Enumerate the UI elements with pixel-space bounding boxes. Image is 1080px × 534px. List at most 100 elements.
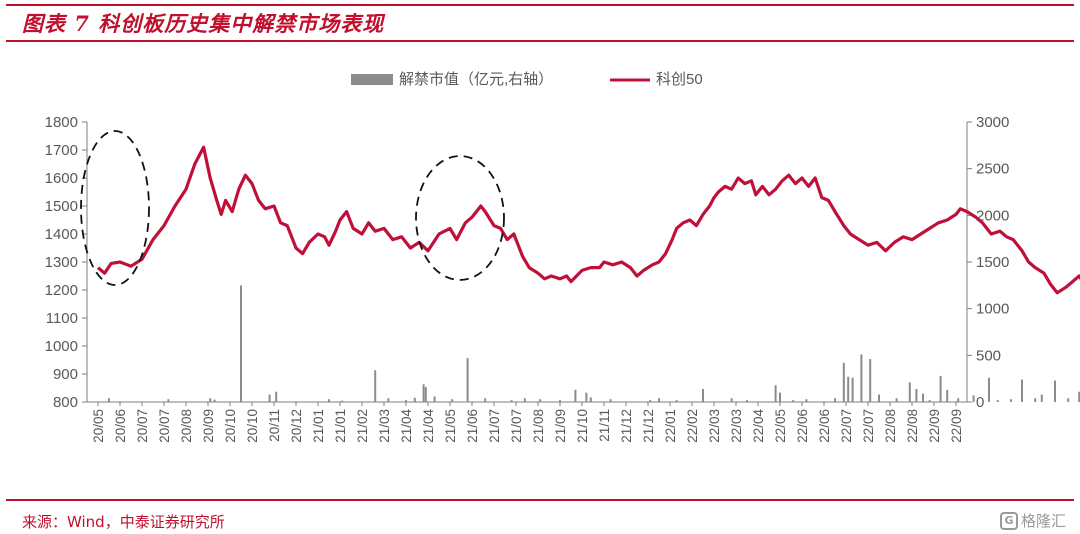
bar-unlock-value	[1034, 398, 1037, 402]
bar-unlock-value	[484, 398, 487, 402]
bar-unlock-value	[746, 400, 748, 402]
bar-unlock-value	[996, 400, 999, 402]
bar-unlock-value	[413, 397, 416, 402]
bar-unlock-value	[523, 398, 526, 402]
bar-unlock-value	[466, 358, 469, 402]
legend-bar-label: 解禁市值（亿元,右轴）	[399, 71, 553, 88]
x-tick-label: 22/09	[927, 409, 942, 443]
x-tick-label: 22/08	[883, 409, 898, 443]
legend-bar-swatch	[351, 74, 393, 85]
bar-unlock-value	[847, 376, 850, 402]
bar-unlock-value	[559, 400, 561, 402]
bar-unlock-value	[589, 397, 592, 402]
bar-unlock-value	[539, 399, 542, 402]
bar-unlock-value	[842, 362, 845, 402]
bar-unlock-value	[1010, 399, 1012, 402]
bar-unlock-value	[658, 398, 660, 402]
y-left-tick-label: 1700	[45, 142, 78, 159]
x-tick-label: 22/02	[685, 409, 700, 443]
x-tick-label: 21/02	[355, 409, 370, 443]
bar-unlock-value	[108, 398, 110, 402]
bar-unlock-value	[869, 359, 872, 402]
bar-unlock-value	[675, 400, 678, 402]
x-tick-label: 20/12	[289, 409, 304, 443]
y-left-tick-label: 1100	[46, 310, 78, 327]
bar-unlock-value	[922, 393, 924, 402]
x-tick-label: 20/06	[113, 409, 128, 443]
highlight-circle-left	[80, 130, 150, 286]
y-right-tick-label: 1000	[976, 301, 1009, 318]
x-tick-label: 21/05	[443, 409, 458, 443]
x-tick-label: 20/08	[179, 409, 194, 443]
x-tick-label: 22/08	[905, 409, 920, 443]
x-tick-label: 22/05	[773, 409, 788, 443]
watermark-logo-icon: G	[999, 511, 1018, 530]
x-tick-label: 20/05	[91, 409, 106, 443]
y-left-tick-label: 900	[53, 366, 78, 383]
x-tick-label: 22/04	[751, 409, 766, 443]
highlight-circle-middle	[415, 155, 505, 281]
bar-unlock-value	[946, 389, 949, 402]
bar-unlock-value	[957, 398, 960, 402]
bar-unlock-value	[915, 388, 918, 402]
bar-unlock-value	[649, 400, 652, 402]
bar-unlock-value	[928, 400, 931, 402]
bar-unlock-value	[209, 398, 212, 402]
legend: 解禁市值（亿元,右轴） 科创50	[351, 71, 703, 88]
y-left-tick-label: 1800	[45, 114, 78, 131]
bar-unlock-value	[805, 399, 808, 402]
bar-unlock-value	[609, 399, 612, 402]
x-tick-label: 21/10	[575, 409, 590, 443]
bar-unlock-value	[1054, 380, 1056, 402]
bar-unlock-value	[268, 394, 271, 402]
y-left-tick-label: 1500	[45, 198, 78, 215]
y-right-tick-label: 1500	[976, 254, 1009, 271]
bar-unlock-value	[213, 399, 216, 402]
bar-unlock-value	[895, 398, 898, 402]
y-right-tick-label: 2000	[976, 207, 1009, 224]
x-tick-label: 21/12	[619, 409, 634, 443]
line-series-kechuang50	[96, 145, 1080, 295]
bar-unlock-value	[730, 398, 733, 402]
watermark-text: 格隆汇	[1020, 512, 1066, 530]
x-tick-label: 20/09	[201, 409, 216, 443]
bottom-rule	[6, 499, 1074, 501]
x-tick-label: 22/03	[729, 409, 744, 443]
watermark: G 格隆汇	[999, 510, 1066, 531]
y-left-tick-label: 800	[53, 394, 78, 411]
bar-unlock-value	[834, 398, 836, 402]
y-right-tick-label: 3000	[976, 114, 1009, 131]
x-tick-label: 21/07	[487, 409, 502, 443]
x-tick-label: 20/11	[267, 409, 282, 442]
bar-unlock-value	[574, 389, 577, 402]
bar-unlock-value	[424, 387, 427, 402]
y-left-tick-label: 1400	[45, 226, 78, 243]
bar-unlock-value	[988, 377, 990, 402]
x-tick-label: 22/07	[839, 409, 854, 443]
x-tick-label: 21/07	[509, 409, 524, 443]
x-tick-label: 22/06	[795, 409, 810, 443]
bar-unlock-value	[702, 388, 704, 402]
bar-unlock-value	[422, 384, 425, 402]
y-right-tick-label: 500	[976, 347, 1001, 364]
bar-unlock-value	[1021, 379, 1023, 402]
bar-unlock-value	[585, 392, 588, 402]
x-tick-label: 22/01	[663, 409, 678, 443]
bar-unlock-value	[341, 400, 344, 402]
x-tick-label: 21/04	[399, 409, 414, 443]
x-tick-label: 20/10	[245, 409, 260, 443]
x-tick-label: 21/01	[311, 409, 326, 443]
bar-unlock-value	[433, 396, 436, 402]
x-tick-label: 21/03	[377, 409, 392, 443]
source-note: 来源：Wind，中泰证券研究所	[22, 513, 225, 531]
bar-unlock-value	[792, 400, 795, 402]
x-tick-label: 21/12	[641, 409, 656, 443]
title-rule	[6, 40, 1074, 42]
bar-unlock-value	[939, 375, 942, 402]
bar-unlock-value	[510, 400, 513, 402]
x-tick-label: 22/03	[707, 409, 722, 443]
bar-unlock-value	[1040, 394, 1043, 402]
x-tick-label: 20/07	[157, 409, 172, 443]
bar-unlock-value	[387, 398, 390, 402]
y-right-tick-label: 0	[976, 394, 984, 411]
